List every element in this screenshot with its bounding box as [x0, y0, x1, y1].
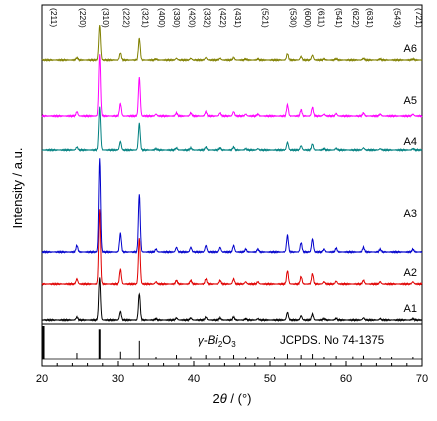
- hkl-label: (541): [334, 8, 344, 28]
- x-tick-label: 70: [416, 373, 428, 385]
- hkl-label: (600): [303, 8, 313, 28]
- hkl-label: (211): [49, 8, 59, 27]
- hkl-label: (321): [140, 8, 150, 28]
- x-axis: 20 30 40 50 60 70: [36, 361, 428, 385]
- hkl-label: (400): [157, 8, 167, 28]
- y-axis-title: Intensity / a.u.: [10, 148, 25, 229]
- hkl-labels: (211) (220) (310) (222) (321) (400) (330) (420)…: [49, 8, 424, 28]
- xrd-series: A1 A2 A3 A4 A5 A6: [41, 24, 423, 323]
- hkl-label: (622): [351, 8, 361, 28]
- reference-pattern: [42, 326, 422, 360]
- hkl-label: (220): [78, 8, 88, 28]
- series-a3-line: [41, 158, 423, 255]
- series-a4-line: [41, 106, 423, 153]
- series-a2-line: [41, 209, 423, 287]
- series-a6-label: A6: [404, 43, 417, 55]
- x-tick-label: 60: [340, 373, 352, 385]
- series-a6-line: [41, 24, 423, 63]
- reference-phase-label: γ-Bi2O3: [198, 335, 236, 349]
- series-a3-label: A3: [404, 208, 417, 220]
- hkl-label: (721): [414, 8, 424, 28]
- hkl-label: (631): [365, 8, 375, 28]
- hkl-label: (422): [218, 8, 228, 28]
- hkl-label: (420): [187, 8, 197, 28]
- hkl-label: (222): [121, 8, 131, 28]
- x-tick-label: 50: [264, 373, 276, 385]
- hkl-label: (543): [393, 8, 403, 28]
- hkl-label: (521): [260, 8, 270, 28]
- series-a2-label: A2: [404, 267, 417, 279]
- hkl-label: (431): [233, 8, 243, 28]
- plot-frame: [41, 4, 423, 367]
- series-a5-label: A5: [404, 95, 417, 107]
- hkl-label: (611): [317, 8, 327, 27]
- hkl-label: (330): [172, 8, 182, 28]
- x-axis-title: 2θ / (°): [213, 391, 252, 406]
- x-tick-label: 30: [112, 373, 124, 385]
- series-a5-line: [41, 54, 423, 119]
- hkl-label: (332): [203, 8, 213, 28]
- series-a1-label: A1: [404, 303, 417, 315]
- hkl-label: (530): [288, 8, 298, 28]
- series-a4-label: A4: [404, 136, 417, 148]
- hkl-label: (310): [101, 8, 111, 28]
- series-a1-line: [41, 277, 423, 323]
- x-tick-label: 40: [188, 373, 200, 385]
- reference-card-label: JCPDS. No 74-1375: [280, 335, 384, 347]
- x-tick-label: 20: [36, 373, 48, 385]
